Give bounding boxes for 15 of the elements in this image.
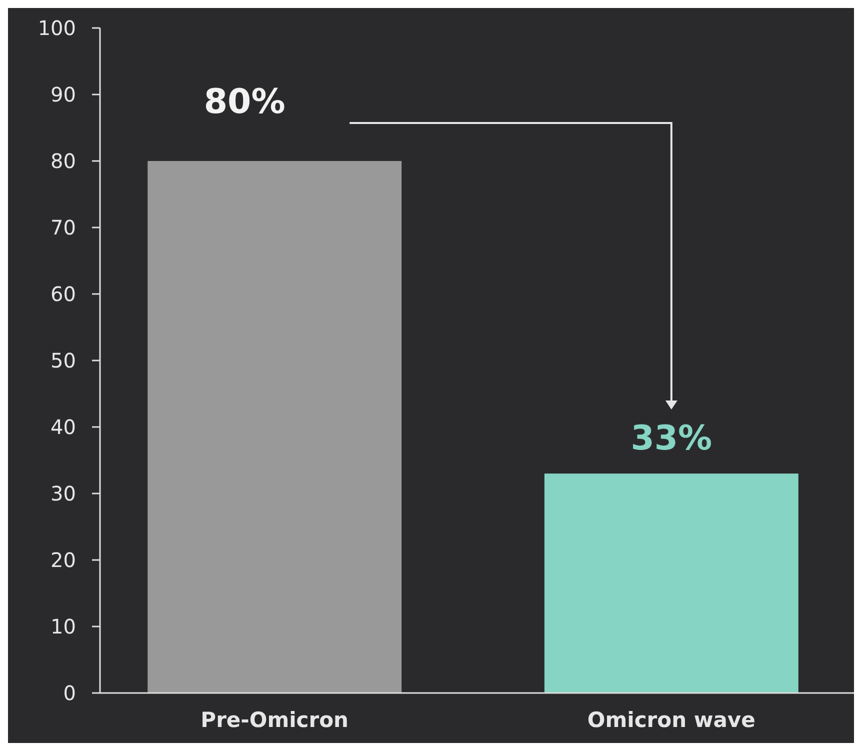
- y-tick-label: 70: [50, 216, 76, 240]
- y-tick-label: 10: [50, 614, 76, 638]
- y-tick-label: 90: [50, 82, 76, 106]
- y-tick-label: 20: [50, 548, 76, 572]
- y-tick-label: 80: [50, 149, 76, 173]
- x-tick-label: Pre-Omicron: [200, 708, 349, 732]
- y-tick-label: 30: [50, 482, 76, 506]
- y-tick-label: 0: [63, 681, 76, 705]
- y-tick-label: 40: [50, 415, 76, 439]
- data-label: 80%: [204, 82, 286, 122]
- y-tick-label: 50: [50, 348, 76, 372]
- x-tick-label: Omicron wave: [587, 708, 756, 732]
- y-tick-label: 100: [38, 16, 76, 40]
- y-tick-label: 60: [50, 282, 76, 306]
- data-label: 33%: [630, 418, 712, 459]
